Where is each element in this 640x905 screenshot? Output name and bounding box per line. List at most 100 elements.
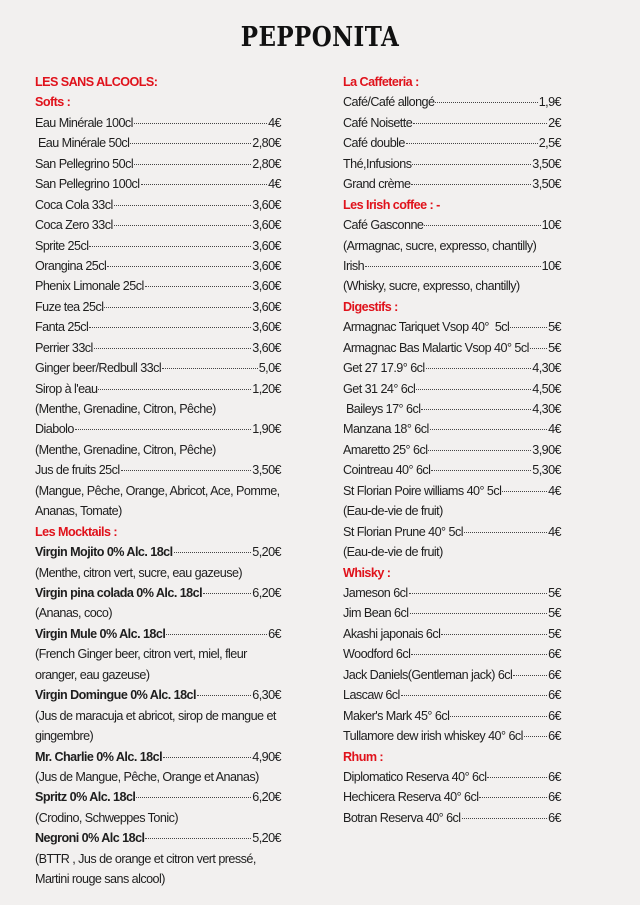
- item-name: Hechicera Reserva 40° 6cl: [343, 790, 479, 805]
- menu-item: Hechicera Reserva 40° 6cl 6€: [343, 787, 562, 807]
- menu-item: Coca Cola 33cl 3,60€: [35, 195, 282, 215]
- item-name: Orangina 25cl: [35, 258, 107, 273]
- dot-leader: [513, 674, 548, 676]
- dot-leader: [163, 756, 252, 758]
- dot-leader: [98, 388, 252, 390]
- item-price: 4,50€: [532, 381, 561, 396]
- item-price: 6€: [548, 708, 561, 723]
- menu-item: Eau Minérale 100cl 4€: [35, 113, 282, 133]
- section-heading: Les Irish coffee : -: [343, 197, 440, 212]
- menu-item: Spritz 0% Alc. 18cl 6,20€: [35, 787, 282, 807]
- item-price: 6€: [268, 626, 281, 641]
- dot-leader: [134, 163, 252, 165]
- item-price: 3,50€: [252, 463, 281, 478]
- item-name: Mr. Charlie 0% Alc. 18cl: [35, 749, 163, 764]
- section-heading: La Caffeteria :: [343, 75, 419, 89]
- item-price: 5€: [548, 320, 561, 335]
- dot-leader: [89, 245, 252, 247]
- item-name: Café double: [343, 136, 405, 151]
- item-description: (French Ginger beer, citron vert, miel, …: [35, 647, 247, 682]
- item-name: Cointreau 40° 6cl: [343, 463, 431, 478]
- menu-item: Sirop à l'eau 1,20€: [35, 379, 282, 399]
- menu-item: Coca Zero 33cl 3,60€: [35, 215, 282, 235]
- item-name: Manzana 18° 6cl: [343, 422, 429, 437]
- item-price: 3,50€: [532, 156, 561, 171]
- item-name: San Pellegrino 50cl: [35, 156, 134, 171]
- item-name: Grand crème: [343, 177, 411, 192]
- dot-leader: [479, 797, 548, 799]
- item-price: 5,0€: [258, 361, 282, 376]
- menu-item: Virgin pina colada 0% Alc. 18cl 6,20€: [35, 583, 282, 603]
- menu-item: Ginger beer/Redbull 33cl 5,0€: [35, 358, 282, 378]
- menu-item: Jim Bean 6cl 5€: [343, 603, 562, 623]
- item-name: Jim Bean 6cl: [343, 606, 409, 621]
- item-price: 6,30€: [252, 688, 281, 703]
- item-price: 6,20€: [252, 790, 281, 805]
- dot-leader: [104, 306, 252, 308]
- item-price: 5€: [548, 340, 561, 355]
- item-name: Café/Café allongé: [343, 95, 435, 110]
- item-name: Armagnac Tariquet Vsop 40° 5cl: [343, 320, 510, 335]
- item-price: 5€: [548, 626, 561, 641]
- item-name: Coca Cola 33cl: [35, 197, 113, 212]
- menu-title: PEPPONITA: [240, 22, 400, 53]
- section-heading: Rhum :: [343, 749, 384, 764]
- item-name: Amaretto 25° 6cl: [343, 442, 428, 457]
- dot-leader: [400, 695, 548, 697]
- menu-item: Virgin Domingue 0% Alc. 18cl 6,30€: [35, 685, 282, 705]
- dot-leader: [429, 429, 548, 431]
- dot-leader: [411, 654, 548, 656]
- menu-item: Fanta 25cl 3,60€: [35, 317, 282, 337]
- item-name: Jameson 6cl: [343, 586, 408, 600]
- menu-item: Tullamore dew irish whiskey 40° 6cl 6€: [343, 726, 562, 746]
- item-name: St Florian Prune 40° 5cl: [343, 524, 464, 539]
- item-price: 2,5€: [538, 136, 562, 151]
- item-name: Armagnac Bas Malartic Vsop 40° 5cl: [343, 340, 529, 355]
- item-price: 4,30€: [532, 402, 561, 417]
- section-heading: Les Mocktails :: [35, 524, 118, 539]
- menu-item: Perrier 33cl 3,60€: [35, 338, 282, 358]
- menu-item: Lascaw 6cl 6€: [343, 685, 562, 705]
- item-name: Irish: [343, 258, 365, 273]
- section-heading: Softs :: [35, 95, 71, 110]
- item-name: Lascaw 6cl: [343, 688, 400, 703]
- item-name: Fanta 25cl: [35, 320, 89, 335]
- menu-item: Sprite 25cl 3,60€: [35, 236, 282, 256]
- dot-leader: [409, 613, 548, 615]
- item-name: Sirop à l'eau: [35, 381, 98, 396]
- item-price: 1,20€: [252, 381, 281, 396]
- menu-item: Akashi japonais 6cl 5€: [343, 624, 562, 644]
- dot-leader: [510, 327, 548, 329]
- menu-item: Botran Reserva 40° 6cl 6€: [343, 808, 562, 828]
- dot-leader: [502, 490, 548, 492]
- dot-leader: [89, 327, 252, 329]
- item-price: 10€: [541, 258, 562, 273]
- item-price: 6€: [548, 729, 561, 744]
- item-name: Spritz 0% Alc. 18cl: [35, 790, 136, 805]
- menu-item: Grand crème 3,50€: [343, 174, 562, 194]
- item-name: Café Gasconne: [343, 218, 424, 233]
- menu-item: St Florian Poire williams 40° 5cl 4€: [343, 481, 562, 501]
- menu-item: Café double 2,5€: [343, 133, 562, 153]
- item-name: Thé,Infusions: [343, 156, 412, 171]
- item-name: San Pellegrino 100cl: [35, 177, 140, 192]
- item-price: 2,80€: [252, 136, 281, 151]
- item-price: 3,90€: [532, 442, 561, 457]
- item-name: Virgin pina colada 0% Alc. 18cl: [35, 586, 203, 601]
- menu-item: Thé,Infusions 3,50€: [343, 154, 562, 174]
- dot-leader: [529, 347, 548, 349]
- item-name: Café Noisette: [343, 115, 413, 130]
- item-description: (Jus de maracuja et abricot, sirop de ma…: [35, 708, 276, 744]
- item-price: 3,60€: [252, 279, 281, 294]
- dot-leader: [411, 184, 532, 186]
- item-name: Jus de fruits 25cl: [35, 463, 120, 478]
- dot-leader: [428, 449, 532, 451]
- menu-item: Fuze tea 25cl 3,60€: [35, 297, 282, 317]
- item-price: 3,60€: [252, 320, 281, 335]
- menu-item: Irish 10€: [343, 256, 562, 276]
- item-price: 5€: [548, 586, 561, 600]
- item-name: Diplomatico Reserva 40° 6cl: [343, 769, 487, 784]
- dot-leader: [113, 225, 252, 227]
- item-name: Virgin Mule 0% Alc. 18cl: [35, 626, 166, 641]
- dot-leader: [136, 797, 252, 799]
